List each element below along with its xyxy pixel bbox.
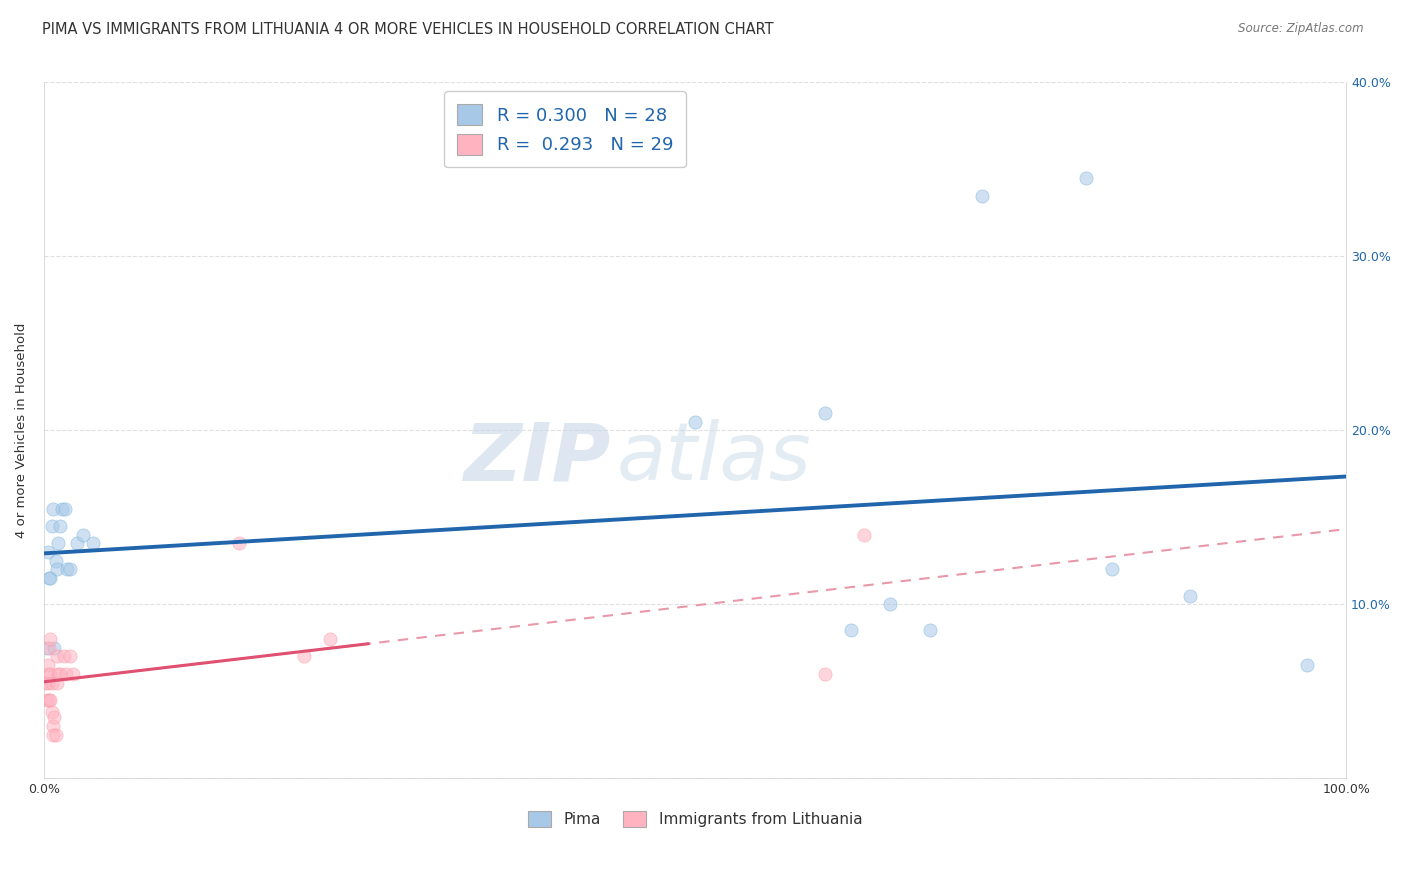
Point: [48, 666, 70, 681]
Point: [45, 728, 67, 742]
Point: [42, 728, 65, 742]
Point: [38, 640, 60, 655]
Point: [46, 675, 69, 690]
Legend: Pima, Immigrants from Lithuania: Pima, Immigrants from Lithuania: [522, 805, 869, 833]
Point: [45, 554, 67, 568]
Point: [38, 693, 60, 707]
Point: [53, 501, 76, 516]
Point: [46, 649, 69, 664]
Point: [294, 649, 316, 664]
Point: [41, 675, 63, 690]
Point: [841, 624, 863, 638]
Point: [46, 536, 69, 550]
Text: Source: ZipAtlas.com: Source: ZipAtlas.com: [1239, 22, 1364, 36]
Point: [37, 675, 59, 690]
Point: [52, 649, 75, 664]
Point: [44, 710, 66, 724]
Point: [59, 649, 82, 664]
Point: [1296, 658, 1319, 673]
Point: [37, 545, 59, 559]
Point: [1074, 171, 1097, 186]
Point: [814, 406, 837, 420]
Point: [82, 536, 104, 550]
Point: [814, 666, 837, 681]
Point: [46, 666, 69, 681]
Point: [65, 536, 87, 550]
Point: [879, 597, 901, 611]
Point: [228, 536, 250, 550]
Point: [38, 571, 60, 585]
Point: [970, 188, 993, 202]
Point: [39, 632, 62, 646]
Y-axis label: 4 or more Vehicles in Household: 4 or more Vehicles in Household: [15, 323, 28, 538]
Point: [37, 658, 59, 673]
Point: [48, 519, 70, 533]
Point: [46, 562, 69, 576]
Point: [683, 415, 706, 429]
Point: [56, 562, 79, 576]
Point: [59, 562, 82, 576]
Point: [39, 693, 62, 707]
Point: [34, 675, 56, 690]
Point: [44, 640, 66, 655]
Point: [35, 640, 58, 655]
Point: [39, 666, 62, 681]
Point: [55, 666, 77, 681]
Text: atlas: atlas: [617, 419, 811, 497]
Point: [62, 666, 84, 681]
Point: [39, 571, 62, 585]
Point: [853, 527, 876, 541]
Point: [319, 632, 342, 646]
Point: [72, 527, 94, 541]
Point: [41, 705, 63, 719]
Point: [35, 693, 58, 707]
Point: [42, 719, 65, 733]
Point: [1178, 589, 1201, 603]
Text: PIMA VS IMMIGRANTS FROM LITHUANIA 4 OR MORE VEHICLES IN HOUSEHOLD CORRELATION CH: PIMA VS IMMIGRANTS FROM LITHUANIA 4 OR M…: [42, 22, 773, 37]
Point: [918, 624, 941, 638]
Point: [35, 666, 58, 681]
Point: [41, 519, 63, 533]
Point: [1101, 562, 1123, 576]
Point: [42, 501, 65, 516]
Text: ZIP: ZIP: [463, 419, 610, 497]
Point: [51, 501, 73, 516]
